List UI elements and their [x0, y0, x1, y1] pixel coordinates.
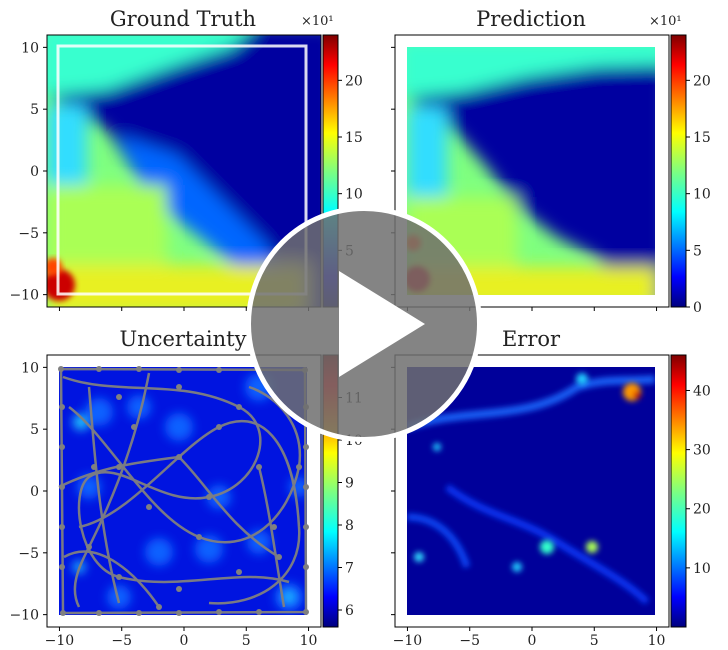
y-tick-label: −5 — [18, 546, 39, 562]
x-tick-label: 5 — [242, 633, 251, 649]
colorbar-tick-label: 9 — [345, 476, 354, 492]
y-tick-label: 5 — [30, 422, 39, 438]
title-prediction: Prediction — [476, 7, 586, 31]
colorbar-tick-label: 10 — [345, 187, 363, 203]
colorbar-tick-label: 30 — [693, 443, 711, 459]
y-tick-label: 5 — [30, 102, 39, 118]
x-tick-label: −10 — [393, 633, 423, 649]
x-tick-label: 5 — [590, 633, 599, 649]
x-tick-label: 10 — [300, 633, 318, 649]
colorbar-tick-label: 6 — [345, 603, 354, 619]
y-tick-label: 10 — [21, 360, 39, 376]
x-tick-label: −10 — [45, 633, 75, 649]
y-tick-label: 0 — [30, 164, 39, 180]
x-tick-label: −5 — [459, 633, 480, 649]
colorbar-1 — [670, 34, 687, 308]
error-heatmap — [395, 355, 669, 627]
x-tick-label: 0 — [180, 633, 189, 649]
sampling-trajectory — [58, 366, 309, 616]
title-ground-truth: Ground Truth — [110, 7, 256, 31]
colorbar-3 — [670, 354, 687, 628]
colorbar-tick-label: 10 — [693, 187, 711, 203]
colorbar-multiplier: ×10¹ — [301, 14, 334, 29]
y-tick-label: −10 — [9, 288, 39, 304]
title-uncertainty: Uncertainty — [120, 327, 247, 351]
colorbar-tick-label: 5 — [693, 243, 702, 259]
play-icon — [339, 271, 425, 377]
colorbar-multiplier: ×10¹ — [649, 14, 682, 29]
colorbar-tick-label: 15 — [345, 130, 363, 146]
colorbar-tick-label: 7 — [345, 561, 354, 577]
y-tick-label: 10 — [21, 40, 39, 56]
colorbar-tick-label: 20 — [345, 73, 363, 89]
colorbar-tick-label: 20 — [693, 502, 711, 518]
y-tick-label: −10 — [9, 608, 39, 624]
y-tick-label: 0 — [30, 484, 39, 500]
colorbar-tick-label: 10 — [693, 561, 711, 577]
colorbar-tick-label: 20 — [693, 73, 711, 89]
colorbar-tick-label: 40 — [693, 383, 711, 399]
title-error: Error — [502, 327, 561, 351]
play-button[interactable] — [246, 206, 482, 442]
colorbar-tick-label: 8 — [345, 518, 354, 534]
y-tick-label: −5 — [18, 226, 39, 242]
uncertainty-heatmap — [47, 355, 321, 627]
x-tick-label: 10 — [648, 633, 666, 649]
colorbar-tick-label: 15 — [693, 130, 711, 146]
x-tick-label: 0 — [528, 633, 537, 649]
x-tick-label: −5 — [111, 633, 132, 649]
colorbar-tick-label: 0 — [693, 300, 702, 316]
ground-truth-heatmap — [47, 35, 321, 307]
